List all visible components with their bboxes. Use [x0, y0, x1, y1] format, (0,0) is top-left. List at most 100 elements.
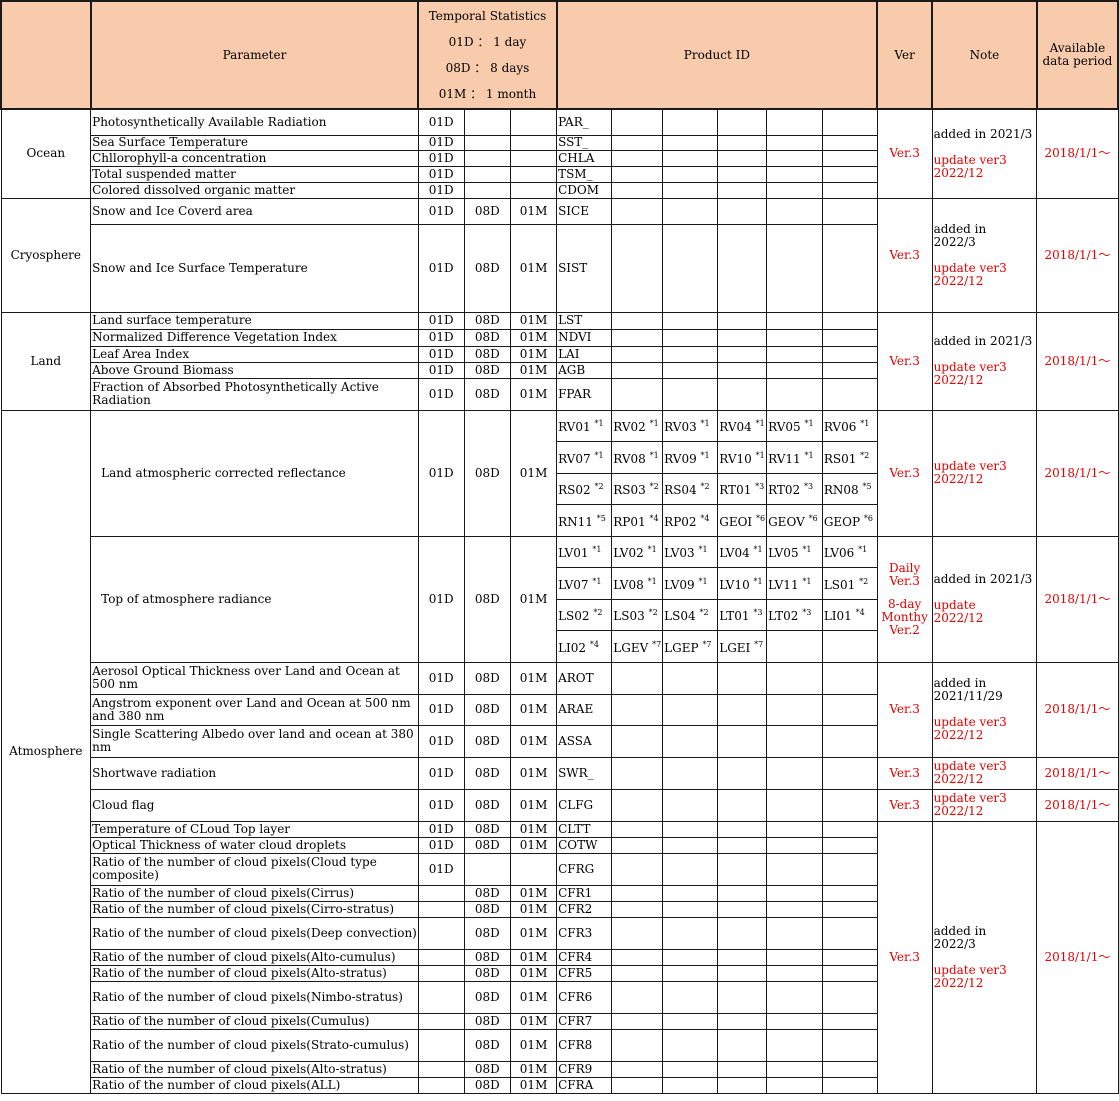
note-update: update ver3 [933, 962, 1007, 977]
product-id-empty [611, 980, 664, 1014]
product-id-footnote: *3 [804, 482, 814, 492]
table-row: RS02 *2 RS03 *2 RS04 *2 RT01 *3 RT02 *3 RN08 … [1, 472, 1118, 505]
header-row: Parameter Temporal Statistics 01D ： 1 da… [0, 0, 1119, 110]
temporal-stat [510, 134, 558, 151]
parameter-name: Ratio of the number of cloud pixels(Alto… [90, 964, 419, 982]
product-id-code: LV03 [664, 546, 695, 561]
temporal-stat [417, 916, 465, 950]
temporal-stat: 08D [463, 1076, 512, 1094]
product-id: ASSA [556, 724, 613, 758]
product-id-empty [821, 108, 878, 136]
table-row: Ratio of the number of cloud pixels(Cumu… [1, 1012, 1118, 1030]
product-id-empty [662, 948, 719, 966]
product-id: ARAE [556, 693, 613, 726]
version-label: Ver.3 [889, 146, 920, 161]
temporal-stat: 08D [463, 223, 512, 313]
product-id: LGEV *7 [611, 630, 664, 663]
temporal-stat: 01M [510, 788, 558, 822]
temporal-stat [417, 1076, 465, 1094]
note-cell: update ver3 2022/12 [931, 756, 1038, 790]
product-id-empty [821, 900, 878, 918]
product-id-footnote: *1 [594, 450, 604, 460]
product-id-empty [766, 345, 823, 363]
parameter-name: Shortwave radiation [90, 756, 419, 790]
product-id: CFR7 [556, 1012, 613, 1030]
parameter-name: Aerosol Optical Thickness over Land and … [90, 661, 419, 695]
product-id-code: LGEP [664, 640, 699, 655]
product-id-empty [662, 197, 719, 225]
temporal-stat: 08D [463, 409, 512, 537]
product-id: TSM_ [556, 165, 613, 183]
parameter-name: Cloud flag [90, 788, 419, 822]
product-id: SST_ [556, 134, 613, 151]
product-id: RP01 *4 [611, 504, 664, 537]
temporal-stat: 01D [417, 328, 465, 347]
table-row: Single Scattering Albedo over land and o… [1, 724, 1118, 758]
product-id: SIST [556, 223, 613, 313]
product-id-footnote: *1 [647, 545, 657, 555]
header-period: Available data period [1035, 0, 1119, 110]
parameter-name: Snow and Ice Surface Temperature [90, 223, 419, 313]
table-row: Temperature of CLoud Top layer 01D 08D 01M C… [1, 820, 1119, 1094]
product-id-code: LV07 [558, 577, 589, 592]
product-id-empty [766, 693, 823, 726]
product-id-empty [766, 1012, 823, 1030]
temporal-stat: 08D [463, 980, 512, 1014]
product-id: LV04 *1 [717, 535, 768, 568]
product-id: CFR1 [556, 884, 613, 902]
product-id-empty [766, 964, 823, 982]
note-update: 2022/12 [933, 273, 984, 288]
product-id-empty [717, 181, 768, 199]
parameter-name: Ratio of the number of cloud pixels(Cumu… [90, 1012, 419, 1030]
table-row: Ratio of the number of cloud pixels(Alto… [1, 1060, 1118, 1078]
temporal-stat: 01M [510, 197, 558, 225]
product-id: RV03 *1 [662, 409, 719, 442]
temporal-stat: 08D [463, 900, 512, 918]
product-id: LI02 *4 [556, 630, 613, 663]
note-gap [934, 141, 1036, 154]
product-id-footnote: *1 [860, 419, 870, 429]
temporal-stat [510, 165, 558, 183]
temporal-stat: 01D [417, 661, 465, 695]
product-id-code: RV11 [768, 451, 801, 466]
note-update: update ver3 [933, 360, 1007, 374]
temporal-stat: 01M [510, 900, 558, 918]
temporal-stat: 01M [510, 916, 558, 950]
temporal-stat: 01D [417, 693, 465, 726]
product-id: CFR6 [556, 980, 613, 1014]
product-id: LGEI *7 [717, 630, 768, 663]
table-row: RV07 *1 RV08 *1 RV09 *1 RV10 *1 RV11 *1 RS01 … [1, 441, 1118, 474]
product-id: RS04 *2 [662, 472, 719, 505]
product-id: RV05 *1 [766, 409, 823, 442]
product-id-code: LS02 [558, 609, 590, 624]
note-cell: added in 2021/3 update 2022/12 [931, 535, 1038, 663]
temporal-stat: 01D [417, 724, 465, 758]
product-id-empty [717, 836, 768, 854]
product-id: LS02 *2 [556, 598, 613, 631]
product-id-empty [766, 328, 823, 347]
temporal-stat: 01D [417, 165, 465, 183]
table-row: Ratio of the number of cloud pixels(Clou… [1, 852, 1118, 886]
temporal-stat [463, 181, 512, 199]
product-id-empty [821, 149, 878, 167]
parameter-name: Top of atmosphere radiance [90, 535, 419, 663]
temporal-stat [417, 1060, 465, 1078]
product-id-empty [662, 693, 719, 726]
note-update: update [933, 598, 976, 612]
note-added: 2022/3 [933, 936, 976, 951]
table-row: Top of atmosphere radiance 01D 08D 01M LV01 … [1, 535, 1119, 663]
product-id-empty [717, 108, 768, 136]
version-cell: Ver.3 [876, 788, 933, 822]
product-id-empty [611, 852, 664, 886]
note-added: 2021/11/29 [933, 689, 1003, 703]
temporal-stat: 01D [417, 134, 465, 151]
table-row: Ratio of the number of cloud pixels(Stra… [1, 1028, 1118, 1062]
note-cell: added in 2021/3 update ver3 2022/12 [931, 108, 1038, 199]
product-id-empty [717, 377, 768, 411]
data-period-cell: 2018/1/1～ [1036, 535, 1119, 663]
parameter-name: Ratio of the number of cloud pixels(Clou… [90, 852, 419, 886]
version-cell: Ver.3 [876, 409, 933, 537]
product-id-empty [662, 377, 719, 411]
product-id-footnote: *2 [860, 450, 870, 460]
temporal-stat [417, 948, 465, 966]
